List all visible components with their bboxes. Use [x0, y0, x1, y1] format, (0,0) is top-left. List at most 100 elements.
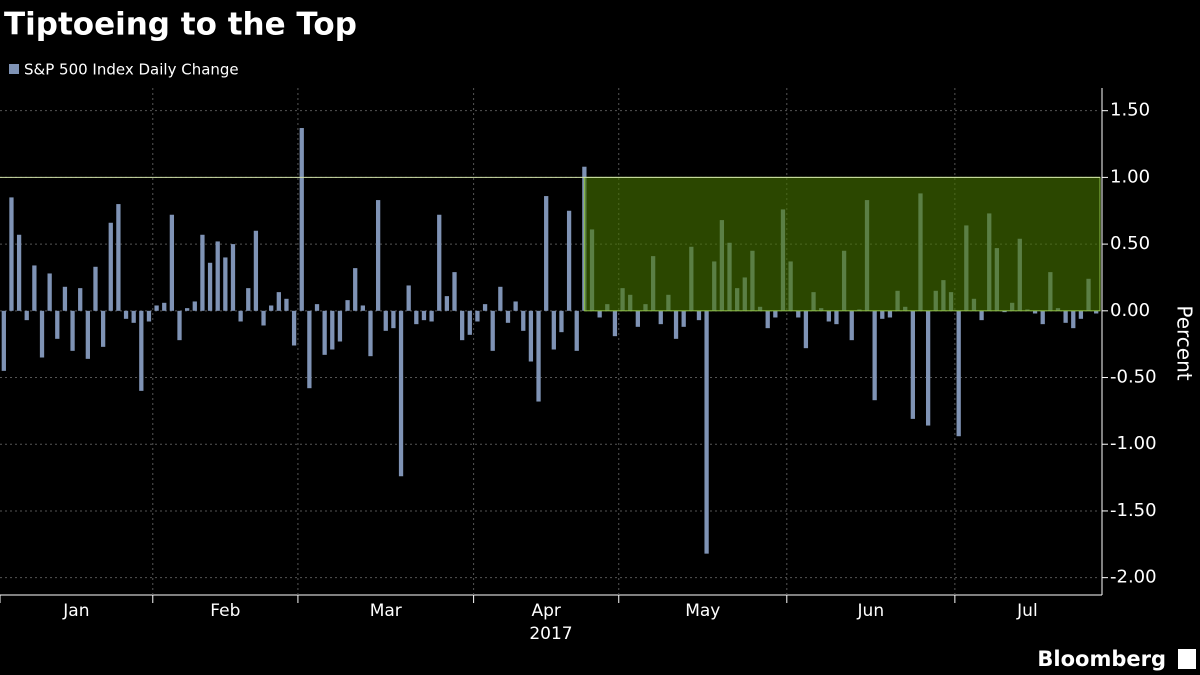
- bar: [1, 310, 6, 371]
- bar: [925, 310, 931, 426]
- x-axis-title: 2017: [529, 624, 572, 644]
- bar: [421, 310, 427, 321]
- bar: [521, 310, 526, 331]
- bar: [544, 196, 549, 311]
- bar: [100, 310, 106, 347]
- bar: [200, 234, 205, 311]
- bar: [345, 300, 350, 311]
- y-tick-label: 1.00: [1110, 166, 1150, 187]
- bar: [834, 310, 839, 325]
- bar: [146, 310, 152, 322]
- y-tick-label: -2.00: [1110, 567, 1157, 588]
- bar: [460, 310, 465, 341]
- bar: [207, 262, 213, 311]
- bar: [849, 310, 854, 341]
- bar: [1063, 310, 1068, 323]
- bar: [574, 310, 579, 351]
- bar: [215, 241, 220, 311]
- source: Bloomberg: [1037, 647, 1166, 671]
- y-tick-label: -1.00: [1110, 433, 1157, 454]
- bar: [681, 310, 686, 327]
- x-tick-label: Jan: [62, 601, 89, 621]
- bar: [406, 285, 411, 311]
- bar: [154, 305, 159, 311]
- bar: [9, 197, 14, 311]
- bar: [55, 310, 60, 339]
- x-tick-label: Apr: [531, 601, 560, 621]
- bar: [291, 310, 297, 346]
- bar: [658, 310, 663, 325]
- bar: [32, 265, 37, 311]
- bar: [307, 310, 312, 389]
- bar: [1094, 310, 1099, 314]
- y-tick-label: -0.50: [1110, 367, 1157, 388]
- bar: [444, 296, 450, 311]
- bar: [177, 310, 182, 341]
- bar: [299, 128, 304, 311]
- bar: [78, 288, 83, 311]
- bar: [62, 286, 68, 311]
- bar: [162, 302, 167, 311]
- bar: [116, 204, 121, 311]
- x-tick-label: Jul: [1016, 601, 1038, 621]
- bar: [314, 304, 320, 311]
- bar: [223, 257, 228, 311]
- bar: [796, 310, 801, 318]
- bar: [467, 310, 472, 335]
- bar: [16, 234, 22, 311]
- bar: [765, 310, 770, 329]
- bar: [1040, 310, 1045, 325]
- bar: [482, 304, 488, 311]
- bar: [551, 310, 556, 350]
- bar: [353, 268, 358, 311]
- y-tick-label: 1.50: [1110, 100, 1150, 121]
- legend-swatch: [9, 64, 19, 74]
- bar: [979, 310, 984, 321]
- x-tick-label: May: [685, 601, 720, 621]
- bar: [398, 310, 404, 477]
- bar: [123, 310, 129, 319]
- bar: [246, 288, 251, 311]
- bar: [437, 214, 442, 311]
- bar: [276, 292, 281, 311]
- bar: [70, 310, 75, 351]
- bar: [192, 301, 197, 311]
- bar: [39, 310, 45, 358]
- bar: [368, 310, 373, 357]
- bar: [826, 310, 831, 322]
- bar: [528, 310, 534, 362]
- highlight: [583, 176, 1101, 312]
- bar: [375, 200, 381, 311]
- bar: [803, 310, 809, 349]
- bar: [887, 310, 893, 318]
- bar: [253, 230, 259, 311]
- y-tick-label: -1.50: [1110, 500, 1157, 521]
- bar: [330, 310, 335, 350]
- x-tick-label: Feb: [210, 601, 240, 621]
- bar: [337, 310, 343, 342]
- bar: [169, 214, 175, 311]
- x-tick-label: Mar: [370, 601, 402, 621]
- bar: [452, 272, 457, 311]
- bar: [185, 308, 190, 311]
- bar: [505, 310, 511, 323]
- bar: [880, 310, 885, 319]
- bar: [536, 310, 541, 402]
- bar: [956, 310, 961, 437]
- bar: [696, 310, 702, 321]
- x-tick-label: Jun: [857, 601, 885, 621]
- bar: [429, 310, 434, 322]
- logo: [1178, 649, 1196, 669]
- bar: [597, 310, 602, 318]
- bar: [1032, 310, 1038, 314]
- bar: [284, 298, 289, 311]
- bar: [238, 310, 243, 322]
- chart-title: Tiptoeing to the Top: [4, 7, 357, 43]
- y-axis-title: Percent: [1173, 305, 1197, 380]
- bar: [559, 310, 564, 333]
- legend-label: S&P 500 Index Daily Change: [24, 61, 239, 79]
- bar: [360, 305, 365, 311]
- bar: [93, 266, 98, 311]
- bar: [910, 310, 915, 419]
